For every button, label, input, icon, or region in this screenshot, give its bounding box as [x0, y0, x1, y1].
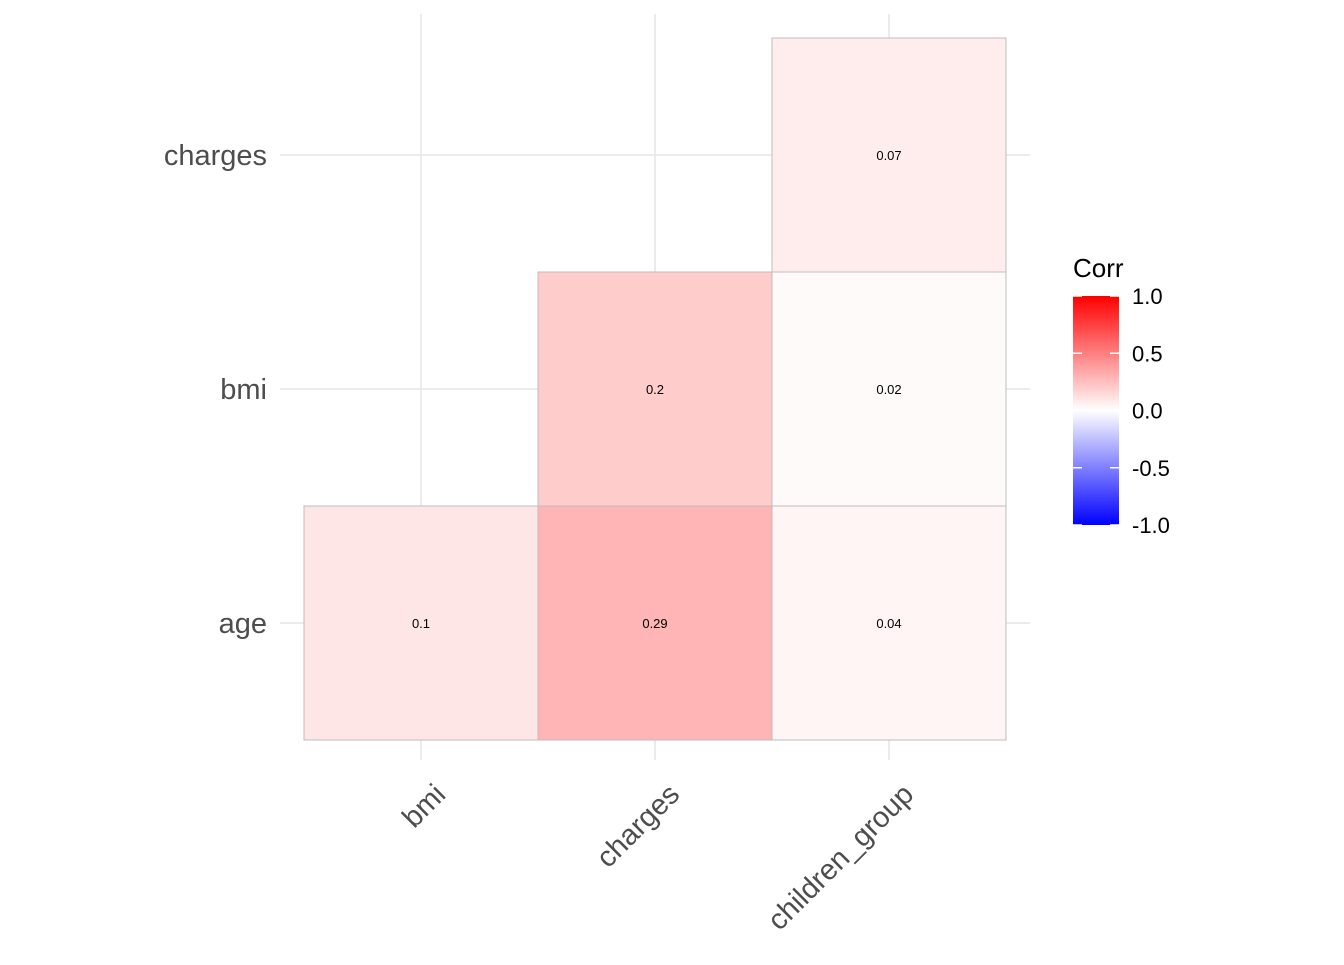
y-tick-label-charges: charges: [164, 140, 267, 172]
heatmap-cell-charges-children_group: [771, 37, 1007, 273]
cell-label-age-bmi: 0.1: [412, 616, 430, 631]
heatmap-cell-bmi-children_group: [771, 271, 1007, 507]
legend-tick-label: -0.5: [1132, 456, 1170, 481]
x-tick-label-charges: charges: [591, 778, 687, 874]
cell-label-charges-children_group: 0.07: [876, 148, 901, 163]
legend-tick-label: -1.0: [1132, 513, 1170, 538]
legend: Corr 1.0 0.5 0.0 -0.5 -1.0: [1073, 253, 1170, 538]
cell-label-age-children_group: 0.04: [876, 616, 901, 631]
cell-label-bmi-children_group: 0.02: [876, 382, 901, 397]
legend-ticks: 1.0 0.5 0.0 -0.5 -1.0: [1073, 284, 1170, 538]
cell-label-age-charges: 0.29: [642, 616, 667, 631]
y-tick-label-bmi: bmi: [220, 374, 267, 406]
x-tick-label-children_group: children_group: [762, 778, 920, 936]
legend-tick-label: 0.5: [1132, 341, 1163, 366]
heatmap-cell-age-children_group: [771, 505, 1007, 741]
heatmap-cells: 0.1 0.29 0.04 0.2 0.02 0.07: [303, 37, 1007, 741]
legend-tick-label: 1.0: [1132, 284, 1163, 309]
heatmap-cell-bmi-charges: [537, 271, 773, 507]
heatmap-cell-age-bmi: [303, 505, 539, 741]
legend-title: Corr: [1073, 253, 1124, 283]
x-axis: bmi charges children_group: [396, 778, 920, 936]
x-tick-label-bmi: bmi: [396, 778, 452, 834]
legend-tick-label: 0.0: [1132, 399, 1163, 424]
y-tick-label-age: age: [219, 608, 267, 640]
y-axis: age bmi charges: [164, 140, 267, 640]
cell-label-bmi-charges: 0.2: [646, 382, 664, 397]
